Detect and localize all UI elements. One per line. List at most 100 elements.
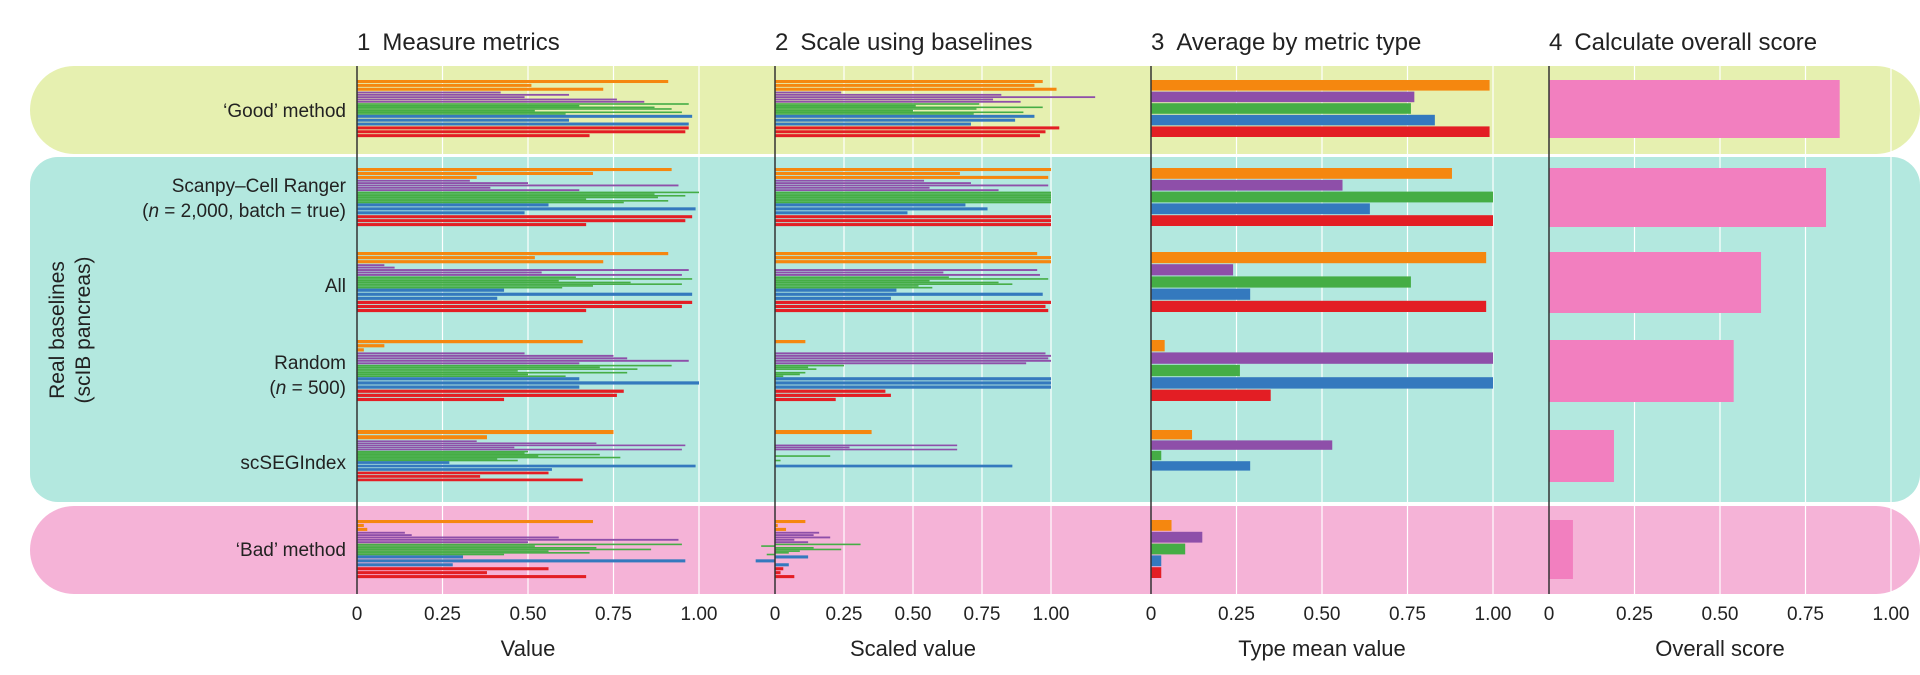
bar-measure-scanpy-purple [357, 189, 580, 192]
bar-measure-bad-red [357, 571, 487, 575]
bar-measure-bad-orange [357, 523, 364, 528]
bar-scale-good-red [775, 134, 1040, 138]
bar-scale-bad-red [775, 567, 784, 571]
bar-scale-scsegindex-green [775, 455, 831, 457]
bar-scale-random-red [775, 389, 886, 393]
bar-measure-scsegindex-green [357, 450, 528, 453]
tick-label-measure: 1.00 [681, 604, 718, 625]
row-label-all: All [325, 276, 346, 297]
bar-scale-good-green [775, 109, 913, 112]
bar-scale-scanpy-blue [775, 211, 908, 215]
group-label-real-baselines: Real baselines [46, 261, 69, 399]
bar-measure-bad-blue [357, 563, 453, 567]
bar-average-all-green [1151, 276, 1411, 288]
bar-scale-random-purple [775, 352, 1046, 355]
bar-measure-random-green [357, 373, 528, 376]
bar-measure-all-blue [357, 296, 498, 300]
tick-label-average: 0.75 [1389, 604, 1426, 625]
bar-scale-bad-orange [775, 520, 806, 524]
bar-scale-bad-red [775, 575, 795, 579]
bar-scale-bad-purple [775, 534, 814, 537]
bar-measure-bad-green [357, 553, 505, 556]
panel-title-average: 3 Average by metric type [1151, 29, 1421, 56]
tick-label-scale: 0 [770, 604, 781, 625]
bar-scale-good-purple [775, 98, 994, 101]
bar-measure-bad-orange [357, 527, 368, 531]
bar-measure-all-orange [357, 252, 669, 256]
bar-average-scanpy-green [1151, 191, 1493, 203]
bar-scale-bad-orange [775, 523, 778, 528]
bar-measure-scanpy-green [357, 200, 669, 202]
bar-measure-scanpy-purple [357, 182, 528, 185]
bar-measure-scanpy-green [357, 196, 658, 199]
bar-average-scanpy-orange [1151, 168, 1452, 179]
row-label-good: ‘Good’ method [223, 101, 346, 122]
bar-average-bad-purple [1151, 531, 1203, 543]
bar-measure-bad-purple [357, 534, 412, 537]
tick-label-average: 1.00 [1475, 604, 1512, 625]
bar-scale-good-purple [775, 91, 842, 94]
tick-label-overall: 0 [1544, 604, 1555, 625]
bar-scale-all-orange [775, 260, 1051, 264]
bar-scale-all-green [775, 279, 930, 282]
bar-scale-all-blue [775, 296, 891, 300]
bar-scale-bad-blue [755, 559, 775, 563]
bar-measure-scanpy-red [357, 219, 686, 223]
bar-average-all-orange [1151, 252, 1487, 264]
bar-scale-good-green [775, 113, 974, 115]
tick-label-measure: 0 [352, 604, 363, 625]
bar-measure-scsegindex-purple [357, 440, 477, 443]
bar-measure-good-purple [357, 100, 645, 103]
panel-title-measure: 1 Measure metrics [357, 29, 560, 56]
bar-scale-good-blue [775, 114, 1035, 118]
bar-scale-all-blue [775, 288, 897, 292]
bar-measure-all-green [357, 279, 559, 282]
bar-measure-bad-purple [357, 536, 559, 539]
bar-scale-scanpy-green [775, 201, 1051, 204]
bar-measure-random-orange [357, 348, 364, 352]
bar-average-random-red [1151, 389, 1271, 401]
bar-measure-random-purple [357, 352, 525, 355]
bar-scale-bad-red [775, 571, 781, 575]
bar-scale-scsegindex-purple [775, 448, 958, 451]
bar-measure-scanpy-purple [357, 179, 470, 182]
bar-average-bad-green [1151, 543, 1186, 555]
bar-measure-scanpy-green [357, 201, 624, 204]
bar-measure-scsegindex-green [357, 459, 518, 462]
bar-scale-good-purple [775, 93, 1002, 96]
bar-scale-random-purple [775, 362, 1027, 365]
tick-label-average: 0.25 [1218, 604, 1255, 625]
bar-measure-random-orange [357, 340, 583, 344]
bar-scale-all-green [775, 286, 933, 289]
bar-scale-all-purple [775, 269, 1038, 271]
bar-measure-bad-red [357, 575, 587, 579]
bar-measure-random-purple [357, 357, 628, 360]
bar-average-bad-orange [1151, 520, 1172, 531]
bar-measure-bad-blue [357, 559, 686, 563]
row-label-random: (n = 500) [269, 378, 346, 399]
bar-measure-good-green [357, 109, 535, 112]
tick-label-scale: 1.00 [1033, 604, 1070, 625]
tick-label-average: 0 [1146, 604, 1157, 625]
bar-scale-scsegindex-purple [775, 446, 850, 449]
bar-scale-good-blue [775, 118, 1016, 122]
bar-scale-bad-green [766, 553, 775, 556]
bar-scale-scanpy-red [775, 219, 1051, 223]
bar-scale-bad-blue [775, 555, 809, 559]
bar-measure-good-purple [357, 96, 525, 99]
tick-label-average: 0.50 [1304, 604, 1341, 625]
bar-scale-bad-purple [775, 531, 820, 534]
bar-measure-all-red [357, 300, 693, 304]
bar-measure-scsegindex-green [357, 452, 525, 454]
bar-measure-scsegindex-blue [357, 464, 696, 468]
bar-measure-good-red [357, 130, 686, 134]
bar-overall-scanpy [1549, 168, 1827, 227]
bar-measure-good-orange [357, 80, 669, 84]
bar-measure-all-blue [357, 288, 505, 292]
bar-scale-all-green [775, 278, 1049, 280]
bar-measure-all-orange [357, 260, 604, 264]
bar-scale-all-green [775, 285, 919, 287]
bar-average-good-blue [1151, 114, 1435, 126]
bar-scale-all-green [775, 283, 1013, 285]
